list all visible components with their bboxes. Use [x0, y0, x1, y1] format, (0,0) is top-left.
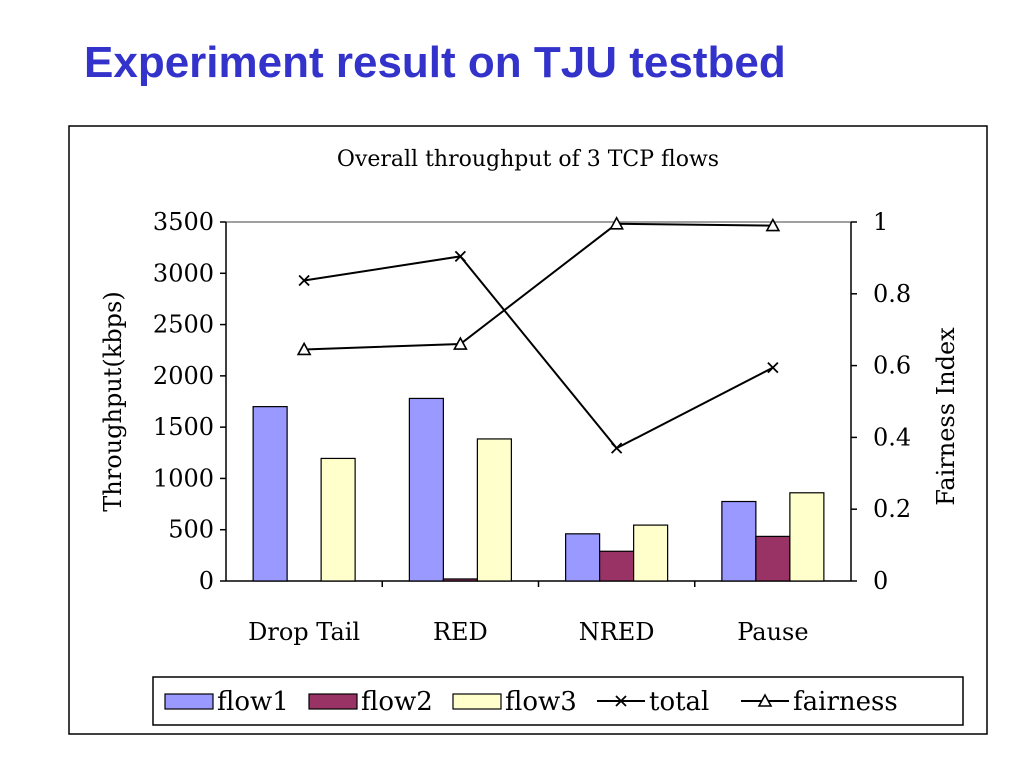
marker-stroke [615, 695, 627, 707]
marker-stroke [610, 442, 623, 454]
chart-title: Overall throughput of 3 TCP flows [337, 147, 719, 172]
right-tick-label: 1 [873, 208, 888, 236]
bar-flow2 [599, 550, 635, 582]
legend-label-total: total [649, 687, 709, 717]
line-fairness [304, 222, 773, 351]
right-tick-label: 0.4 [873, 423, 911, 451]
category-label: Pause [737, 618, 808, 646]
right-tick-label: 0.8 [873, 280, 911, 308]
bar-flow1 [408, 397, 444, 582]
left-tick-label: 2500 [153, 311, 214, 339]
y-axis-title: Throughput(kbps) [99, 291, 127, 511]
point-total [610, 442, 623, 454]
legend-box [152, 676, 964, 726]
point-fairness [453, 336, 468, 350]
point-total [298, 274, 310, 287]
left-tick-label: 3500 [153, 208, 214, 236]
point-total [767, 362, 779, 374]
legend-label-flow2: flow2 [361, 687, 433, 717]
slide-title: Experiment result on TJU testbed [84, 38, 786, 87]
left-tick-label: 0 [199, 567, 214, 595]
bar-flow3 [320, 457, 356, 582]
point-fairness [609, 216, 624, 230]
line-total [303, 255, 774, 450]
bar-flow3 [633, 524, 669, 582]
point-fairness [296, 341, 312, 356]
legend-marker-fairness [757, 693, 773, 707]
right-tick-label: 0 [873, 567, 888, 595]
legend-swatch-flow3 [452, 693, 502, 710]
bar-flow2 [755, 535, 791, 582]
bar-flow2 [442, 578, 478, 582]
point-fairness [765, 217, 781, 232]
marker-stroke [767, 362, 779, 374]
bar-flow1 [252, 406, 288, 582]
bar-flow1 [721, 500, 757, 582]
category-label: RED [433, 618, 488, 646]
right-tick-label: 0.2 [873, 495, 911, 523]
bar-flow1 [565, 533, 601, 582]
y2-axis-title: Fairness Index [932, 327, 960, 506]
left-tick-label: 1500 [153, 413, 214, 441]
category-label: Drop Tail [248, 618, 360, 646]
legend-label-flow3: flow3 [505, 687, 577, 717]
bar-flow3 [476, 438, 512, 582]
point-total [454, 250, 467, 262]
legend-swatch-flow1 [164, 693, 214, 710]
right-tick-label: 0.6 [873, 352, 911, 380]
legend-label-flow1: flow1 [217, 687, 289, 717]
left-tick-label: 3000 [153, 259, 214, 287]
legend-swatch-flow2 [308, 693, 358, 710]
left-tick-label: 2000 [153, 362, 214, 390]
legend-label-fairness: fairness [793, 687, 898, 717]
marker-stroke [298, 274, 310, 287]
left-tick-label: 500 [168, 516, 214, 544]
legend-marker-total [615, 695, 627, 707]
marker-stroke [454, 250, 467, 262]
chart-frame [68, 125, 988, 735]
left-tick-label: 1000 [153, 464, 214, 492]
category-label: NRED [579, 618, 655, 646]
bar-flow3 [789, 492, 825, 582]
